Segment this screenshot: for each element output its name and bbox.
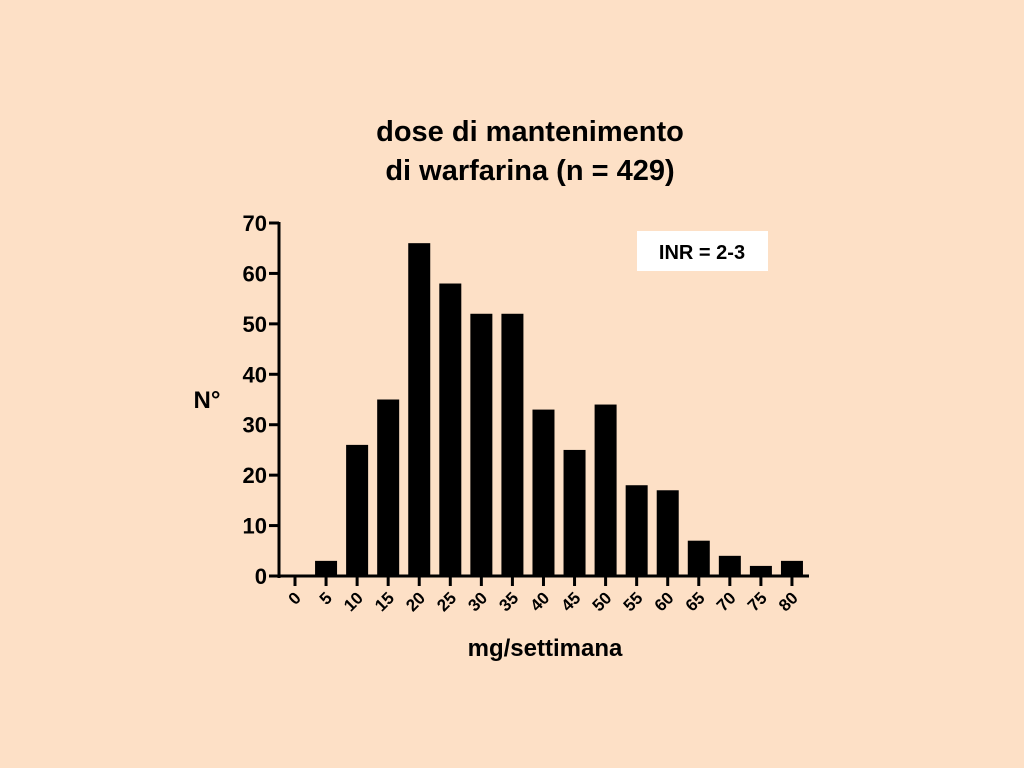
- y-tick-label: 10: [243, 514, 267, 539]
- bar-75: [749, 565, 772, 576]
- x-tick-label: 5: [316, 588, 336, 608]
- inr-annotation: INR = 2-3: [637, 231, 768, 271]
- chart-title-line-2: di warfarina (n = 429): [385, 155, 674, 187]
- x-axis: 0 5 10 15 20 25 30 35 40 45 50 55 60 65 70 75 80: [278, 574, 809, 615]
- y-tick-label: 60: [243, 261, 267, 286]
- x-tick-label: 55: [620, 588, 647, 615]
- bar-25: [439, 283, 462, 576]
- bar-40: [532, 409, 555, 576]
- x-tick-label: 80: [775, 588, 802, 615]
- annotation-box: [637, 231, 768, 271]
- bar-45: [563, 449, 586, 576]
- x-tick-label: 70: [713, 588, 740, 615]
- bar-50: [594, 404, 617, 576]
- y-tick-label: 70: [243, 211, 267, 236]
- x-tick-label: 60: [651, 588, 678, 615]
- bars-group: [315, 243, 803, 576]
- bar-80: [780, 560, 803, 576]
- bar-55: [625, 485, 648, 576]
- chart-title-line-1: dose di mantenimento: [376, 116, 684, 148]
- x-axis-label: mg/settimana: [468, 635, 623, 662]
- bar-5: [315, 560, 338, 576]
- x-tick-label: 50: [589, 588, 616, 615]
- y-axis-label: N°: [194, 387, 221, 414]
- y-axis: 0 10 20 30 40 50 60 70: [243, 211, 281, 589]
- y-tick-label: 40: [243, 362, 267, 387]
- y-tick-label: 20: [243, 463, 267, 488]
- x-tick-label: 75: [744, 588, 771, 615]
- bar-10: [346, 444, 369, 576]
- bar-20: [408, 243, 431, 576]
- x-tick-label: 30: [464, 588, 491, 615]
- x-tick-label: 45: [558, 588, 585, 615]
- x-tick-label: 65: [682, 588, 709, 615]
- bar-15: [377, 399, 400, 576]
- x-tick-label: 10: [340, 588, 367, 615]
- x-tick-label: 15: [371, 588, 398, 615]
- bar-30: [470, 313, 493, 576]
- bar-60: [656, 490, 679, 576]
- y-tick-label: 50: [243, 312, 267, 337]
- bar-35: [501, 313, 524, 576]
- x-tick-label: 0: [285, 588, 305, 608]
- y-tick-label: 0: [255, 564, 267, 589]
- x-tick-label: 25: [433, 588, 460, 615]
- x-tick-label: 40: [526, 588, 553, 615]
- y-tick-label: 30: [243, 413, 267, 438]
- x-tick-label: 20: [402, 588, 429, 615]
- bar-65: [687, 540, 710, 576]
- bar-70: [718, 555, 741, 576]
- annotation-text: INR = 2-3: [659, 242, 745, 264]
- x-tick-label: 35: [495, 588, 522, 615]
